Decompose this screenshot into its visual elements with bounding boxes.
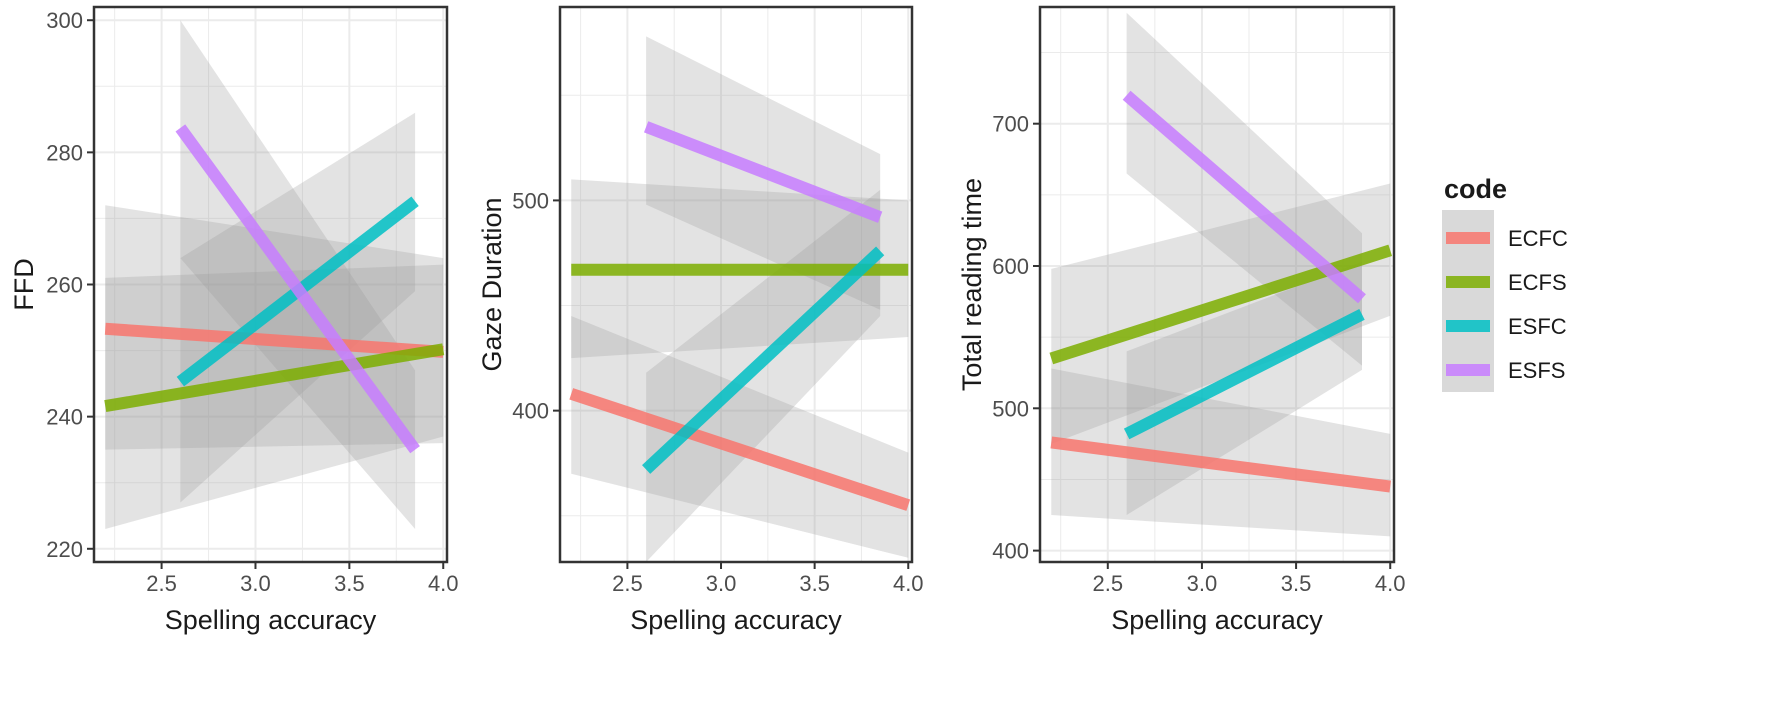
series-line-ecfs (104, 343, 445, 412)
series-line-esfs (175, 124, 420, 454)
series-line-esfs (643, 121, 883, 223)
y-axis-title: FFD (9, 258, 39, 310)
x-tick-label: 3.5 (1281, 571, 1312, 596)
ci-band-esfs (180, 20, 416, 529)
legend-label-ecfs: ECFS (1508, 270, 1567, 295)
panel-2: 2.5 3.0 3.5 4.0 400 500 Spelling accuracy Gaze … (477, 5, 924, 635)
series-line-esfs (1122, 90, 1366, 304)
y-axis-title: Total reading time (957, 178, 987, 391)
x-tick-label: 3.0 (706, 571, 737, 596)
panel-border (1038, 5, 1396, 564)
series-line-ecfc (104, 322, 444, 358)
y-tick-label: 400 (512, 399, 549, 424)
x-tick-label: 3.5 (799, 571, 830, 596)
series-lines (569, 121, 911, 511)
x-tick-label: 4.0 (428, 571, 459, 596)
series-line-esfc (1123, 309, 1365, 440)
x-axis-title: Spelling accuracy (1111, 605, 1323, 635)
x-axis-title: Spelling accuracy (165, 605, 377, 635)
x-tick-label: 2.5 (1092, 571, 1123, 596)
y-tick-label: 260 (46, 273, 83, 298)
ci-band-ecfc (1051, 368, 1391, 537)
x-tick-label: 4.0 (893, 571, 924, 596)
x-tick-label: 2.5 (612, 571, 643, 596)
y-axis-title: Gaze Duration (477, 197, 507, 371)
ci-band-esfc (1126, 261, 1362, 516)
legend-label-ecfc: ECFC (1508, 226, 1568, 251)
series-line-ecfc (1050, 436, 1392, 493)
x-tick-label: 3.0 (1187, 571, 1218, 596)
grid (560, 7, 912, 562)
series-line-ecfc (569, 388, 911, 511)
series-lines (1049, 90, 1393, 493)
series-lines (104, 124, 445, 454)
panel-1: 2.5 3.0 3.5 4.0 220 240 260 280 300 Spelling accu… (9, 5, 459, 635)
ci-band-esfc (180, 112, 416, 503)
y-tick-label: 500 (512, 188, 549, 213)
ci-band-ecfc (571, 316, 909, 558)
y-tick-label: 240 (46, 405, 83, 430)
y-tick-label: 500 (992, 396, 1029, 421)
legend-title: code (1444, 174, 1507, 204)
y-tick-label: 600 (992, 254, 1029, 279)
x-tick-label: 3.5 (334, 571, 365, 596)
y-tick-label: 220 (46, 537, 83, 562)
panel-3: 2.5 3.0 3.5 4.0 400 500 600 700 Spelling accurac… (957, 5, 1406, 635)
series-line-esfc (642, 246, 885, 474)
ci-bands (105, 20, 444, 529)
x-tick-label: 2.5 (146, 571, 177, 596)
y-tick-label: 280 (46, 140, 83, 165)
ci-band-esfc (646, 189, 881, 563)
x-tick-label: 3.0 (240, 571, 271, 596)
panel-border (558, 5, 914, 564)
y-tick-label: 400 (992, 539, 1029, 564)
y-tick-label: 300 (46, 8, 83, 33)
y-tick-label: 700 (992, 112, 1029, 137)
legend-label-esfs: ESFS (1508, 358, 1565, 383)
legend-label-esfc: ESFC (1508, 314, 1567, 339)
x-axis-title: Spelling accuracy (630, 605, 842, 635)
x-tick-label: 4.0 (1375, 571, 1406, 596)
